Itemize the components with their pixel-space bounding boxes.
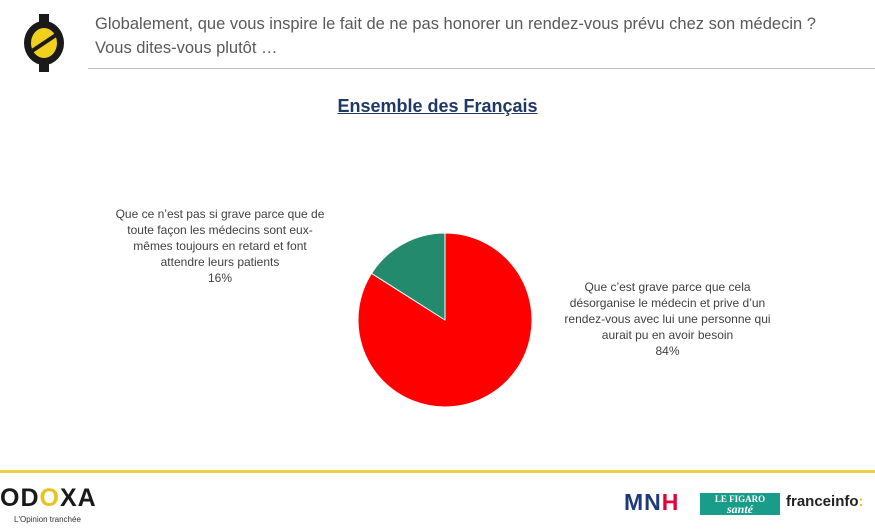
slice-label-pas-grave: Que ce n’est pas si grave parce que de t… xyxy=(100,206,340,286)
franceinfo-logo: franceinfo: xyxy=(786,493,864,510)
figaro-sante-logo: LE FIGARO santé xyxy=(700,493,780,515)
label-line: rendez-vous avec lui une personne qui xyxy=(564,312,771,326)
label-pct: 16% xyxy=(207,271,233,285)
slice-label-grave: Que c’est grave parce que cela désorgani… xyxy=(545,279,790,359)
brand-part: XA xyxy=(59,484,97,512)
label-line: attendre leurs patients xyxy=(160,255,280,269)
label-line: désorganise le médecin et prive d’un xyxy=(569,296,766,310)
pie-chart xyxy=(357,232,533,408)
odoxa-tagline: L'Opinion tranchée xyxy=(14,515,81,524)
label-line: mêmes toujours en retard et font xyxy=(133,239,307,253)
question-text: Globalement, que vous inspire le fait de… xyxy=(95,12,870,60)
question-line-2: Vous dites-vous plutôt … xyxy=(95,39,278,57)
label-line: aurait pu en avoir besoin xyxy=(601,328,734,342)
chart-subtitle: Ensemble des Français xyxy=(337,96,538,116)
brand-o: O xyxy=(39,484,60,512)
brand-part: OD xyxy=(0,484,40,512)
franceinfo-text: franceinfo xyxy=(786,493,859,510)
label-pct: 84% xyxy=(655,344,680,358)
mnh-h: H xyxy=(661,489,680,515)
pie-slice-pas-grave xyxy=(370,232,446,321)
mnh-logo: MNH xyxy=(624,489,679,516)
footer-accent-bar xyxy=(0,470,875,473)
label-line: Que ce n’est pas si grave parce que de xyxy=(115,207,325,221)
label-line: Que c’est grave parce que cela xyxy=(584,280,751,294)
label-line: toute façon les médecins sont eux- xyxy=(127,223,313,237)
question-line-1: Globalement, que vous inspire le fait de… xyxy=(95,15,816,33)
figaro-line: LE FIGARO xyxy=(714,494,766,504)
sante-line: santé xyxy=(726,502,753,516)
mnh-text: MN xyxy=(624,489,662,515)
odoxa-lemon-logo xyxy=(22,14,66,72)
franceinfo-colon: : xyxy=(858,493,864,510)
header-divider xyxy=(88,68,875,69)
odoxa-brand: ODOXA xyxy=(0,484,97,513)
